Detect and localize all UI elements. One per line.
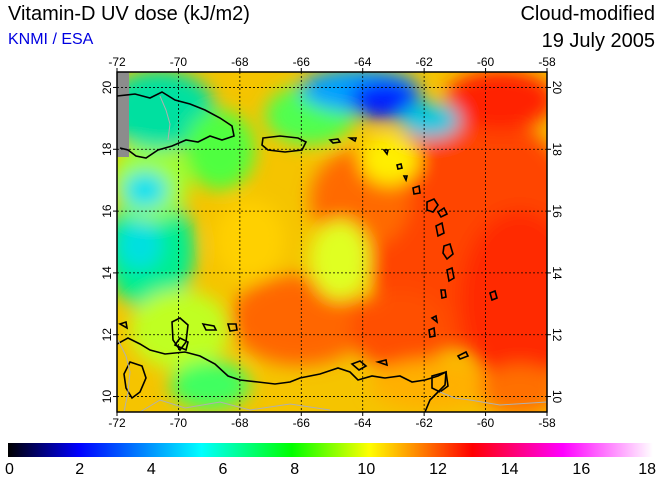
- lon-tick-label-top: -66: [293, 55, 311, 69]
- lon-tick-label-top: -68: [231, 55, 249, 69]
- lon-tick-label-bottom: -72: [108, 416, 126, 430]
- map-title: Vitamin-D UV dose (kJ/m2): [8, 3, 250, 25]
- lat-tick-label-right: 12: [550, 328, 564, 342]
- lat-tick-label-right: 16: [550, 204, 564, 218]
- lon-tick-label-bottom: -70: [170, 416, 188, 430]
- colorbar-labels: 0 2 4 6 8 10 12 14 16 18: [5, 461, 656, 478]
- colorbar: [8, 443, 653, 457]
- colorbar-label: 0: [5, 461, 14, 478]
- lon-tick-label-top: -62: [415, 55, 433, 69]
- source-label: KNMI / ESA: [8, 31, 94, 48]
- lon-tick-label-top: -58: [538, 55, 556, 69]
- lat-tick-label-right: 20: [550, 81, 564, 95]
- lon-tick-label-top: -64: [354, 55, 372, 69]
- lat-tick-label-left: 12: [100, 328, 114, 342]
- lon-tick-label-bottom: -62: [415, 416, 433, 430]
- colorbar-label: 4: [147, 461, 156, 478]
- colorbar-label: 10: [357, 461, 375, 478]
- date-label: 19 July 2005: [541, 30, 655, 52]
- lat-tick-label-left: 18: [100, 142, 114, 156]
- lat-tick-label-right: 18: [550, 143, 564, 157]
- lat-tick-label-left: 16: [100, 204, 114, 218]
- lon-tick-label-bottom: -66: [293, 416, 311, 430]
- lon-tick-label-bottom: -64: [354, 416, 372, 430]
- lon-tick-label-top: -72: [108, 55, 126, 69]
- colorbar-label: 12: [429, 461, 447, 478]
- colorbar-label: 18: [638, 461, 656, 478]
- colorbar-label: 6: [219, 461, 228, 478]
- lon-tick-label-bottom: -58: [538, 416, 556, 430]
- graticule: [117, 72, 547, 412]
- lon-tick-label-top: -60: [477, 55, 495, 69]
- borders: [117, 95, 547, 412]
- lat-tick-label-left: 10: [100, 390, 114, 404]
- no-data-strip: [117, 72, 129, 157]
- lat-tick-label-left: 14: [100, 266, 114, 280]
- map-frame: [116, 71, 548, 413]
- product-label: Cloud-modified: [520, 3, 655, 25]
- lat-tick-label-right: 10: [550, 390, 564, 404]
- dose-field: [117, 72, 547, 412]
- axis-ticks: -72 -72 -70 -70 -68 -68 -66 -66 -64 -64 -62 -62 -60 -…: [100, 55, 564, 430]
- colorbar-label: 14: [501, 461, 519, 478]
- lat-tick-label-left: 20: [100, 80, 114, 94]
- lat-tick-label-right: 14: [550, 266, 564, 280]
- lon-tick-label-bottom: -60: [477, 416, 495, 430]
- lon-tick-label-bottom: -68: [231, 416, 249, 430]
- colorbar-label: 2: [75, 461, 84, 478]
- colorbar-label: 8: [290, 461, 299, 478]
- lon-tick-label-top: -70: [170, 55, 188, 69]
- coastlines: [117, 91, 498, 412]
- colorbar-label: 16: [572, 461, 590, 478]
